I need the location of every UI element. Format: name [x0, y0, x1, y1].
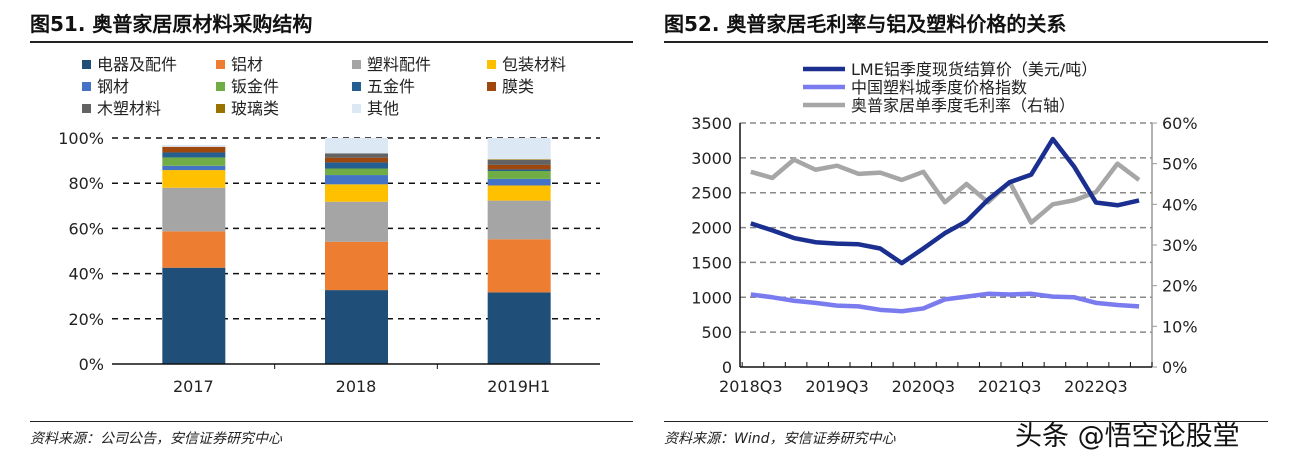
legend-swatch	[82, 82, 91, 91]
bar-segment	[487, 159, 551, 165]
bar-segment	[487, 239, 551, 293]
bar-segment	[325, 157, 388, 163]
bar-segment	[162, 267, 226, 364]
bar-segment	[487, 200, 551, 240]
y-tick-label: 100%	[58, 129, 104, 148]
y2-tick-label: 0%	[1162, 358, 1187, 377]
legend-label: 铝材	[231, 55, 263, 74]
left-title-rule	[30, 41, 633, 43]
bar-segment	[487, 185, 551, 201]
bar-segment	[325, 201, 388, 242]
bar-segment	[487, 164, 551, 170]
bar-segment	[325, 162, 388, 169]
x-tick-label: 2019H1	[487, 377, 550, 396]
y-tick-label: 2500	[691, 184, 732, 203]
bar-segment	[162, 145, 226, 147]
legend-label: 木塑材料	[97, 99, 161, 118]
y-tick-label: 0%	[79, 355, 104, 374]
bar-segment	[487, 170, 551, 179]
y-tick-label: 0	[722, 358, 732, 377]
legend-swatch	[82, 104, 91, 113]
y-tick-label: 40%	[68, 265, 104, 284]
x-tick-label: 2018Q3	[719, 377, 783, 396]
y-tick-label: 1500	[691, 253, 732, 272]
y2-tick-label: 20%	[1162, 277, 1198, 296]
legend-swatch	[216, 82, 225, 91]
bar-segment	[325, 138, 388, 154]
x-tick-label: 2022Q3	[1064, 377, 1128, 396]
right-source-rule	[664, 421, 1268, 422]
bar-segment	[325, 175, 388, 185]
bar-segment	[487, 178, 551, 186]
legend-label: 中国塑料城季度价格指数	[851, 78, 1027, 97]
bar-segment	[487, 159, 551, 160]
bar-segment	[162, 231, 226, 268]
x-tick-label: 2017	[173, 377, 214, 396]
left-source-rule	[30, 421, 633, 422]
legend-label: 电器及配件	[97, 55, 177, 74]
y-tick-label: 2000	[691, 219, 732, 238]
bar-segment	[162, 165, 226, 171]
y2-tick-label: 60%	[1162, 114, 1198, 133]
right-source: 资料来源：Wind，安信证券研究中心	[664, 431, 896, 447]
bar-segment	[162, 152, 226, 158]
y-tick-label: 3500	[691, 114, 732, 133]
legend-label: 五金件	[367, 77, 415, 96]
legend-label: 其他	[367, 99, 399, 118]
legend-swatch	[216, 60, 225, 69]
bar-segment	[487, 138, 551, 160]
legend-swatch	[352, 60, 361, 69]
legend-swatch	[216, 104, 225, 113]
y2-tick-label: 10%	[1162, 317, 1198, 336]
left-source: 资料来源：公司公告，安信证券研究中心	[30, 431, 282, 447]
y2-tick-label: 40%	[1162, 195, 1198, 214]
legend-label: LME铝季度现货结算价（美元/吨）	[851, 60, 1097, 79]
bar-segment	[162, 146, 226, 153]
right-chart-title: 图52. 奥普家居毛利率与铝及塑料价格的关系	[664, 12, 1067, 36]
y2-tick-label: 50%	[1162, 155, 1198, 174]
y-tick-label: 500	[701, 323, 732, 342]
series-line	[750, 291, 1140, 314]
legend-label: 包装材料	[502, 55, 566, 74]
x-tick-label: 2019Q3	[805, 377, 869, 396]
legend-swatch	[352, 82, 361, 91]
legend-swatch	[82, 60, 91, 69]
y-tick-label: 60%	[68, 219, 104, 238]
bar-segment	[325, 241, 388, 291]
legend-label: 膜类	[502, 77, 534, 96]
watermark: 头条 @悟空论股堂	[1015, 421, 1240, 452]
legend-label: 奥普家居单季度毛利率（右轴）	[851, 96, 1075, 115]
bar-segment	[325, 184, 388, 202]
legend-label: 钣金件	[231, 77, 279, 96]
bar-segment	[325, 290, 388, 364]
legend-label: 塑料配件	[367, 55, 431, 74]
x-tick-label: 2018	[336, 377, 377, 396]
right-title-rule	[664, 41, 1268, 43]
legend-swatch	[487, 82, 496, 91]
bar-segment	[487, 169, 551, 171]
y-tick-label: 1000	[691, 288, 732, 307]
bar-segment	[162, 157, 226, 166]
x-tick-label: 2021Q3	[978, 377, 1042, 396]
legend-swatch	[352, 104, 361, 113]
y2-tick-label: 30%	[1162, 236, 1198, 255]
bar-segment	[487, 292, 551, 364]
bar-segment	[325, 153, 388, 158]
y-tick-label: 80%	[68, 174, 104, 193]
y-tick-label: 20%	[68, 310, 104, 329]
bar-segment	[325, 168, 388, 176]
series-line	[750, 157, 1141, 225]
bar-segment	[162, 187, 226, 232]
y-tick-label: 3000	[691, 149, 732, 168]
legend-label: 钢材	[97, 77, 129, 96]
bar-segment	[162, 170, 226, 188]
legend-label: 玻璃类	[231, 99, 279, 118]
x-tick-label: 2020Q3	[892, 377, 956, 396]
series-line	[750, 136, 1140, 266]
legend-swatch	[487, 60, 496, 69]
left-chart-title: 图51. 奥普家居原材料采购结构	[30, 12, 313, 36]
